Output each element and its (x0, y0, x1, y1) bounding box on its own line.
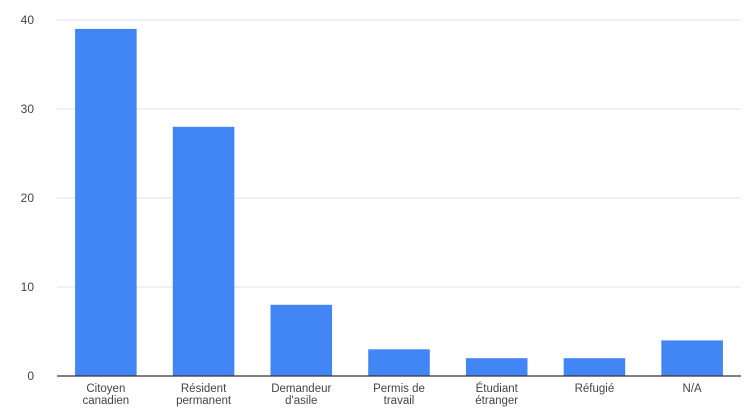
bar (563, 358, 626, 376)
bar (75, 28, 137, 377)
bar (368, 349, 430, 376)
y-tick-label: 10 (21, 280, 35, 294)
bars (75, 28, 723, 377)
x-tick-label: Étudiant étranger (475, 382, 518, 407)
x-tick-label: Citoyen canadien (83, 383, 130, 407)
x-axis-labels: Citoyen canadien Résident permanent Demandeu… (83, 382, 703, 407)
gridlines (57, 19, 741, 288)
bar (270, 304, 333, 376)
x-tick-label: Demandeur d'asile (271, 383, 331, 407)
x-tick-label: Permis de travail (373, 383, 425, 407)
x-tick-label: Résident permanent (176, 383, 232, 407)
x-tick-label: N/A (683, 383, 703, 395)
bar (465, 358, 528, 376)
y-tick-label: 20 (21, 191, 35, 205)
y-tick-label: 30 (21, 102, 35, 116)
bar (172, 126, 235, 376)
y-axis-ticks: 0 10 20 30 40 (21, 13, 35, 383)
bar (661, 340, 723, 376)
y-tick-label: 0 (27, 369, 34, 383)
x-tick-label: Réfugié (575, 383, 615, 395)
y-tick-label: 40 (21, 13, 35, 27)
